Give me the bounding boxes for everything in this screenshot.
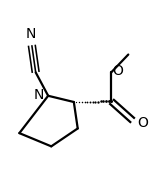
Text: N: N xyxy=(34,88,44,102)
Text: O: O xyxy=(112,64,123,78)
Text: O: O xyxy=(138,116,149,130)
Text: N: N xyxy=(26,27,36,41)
